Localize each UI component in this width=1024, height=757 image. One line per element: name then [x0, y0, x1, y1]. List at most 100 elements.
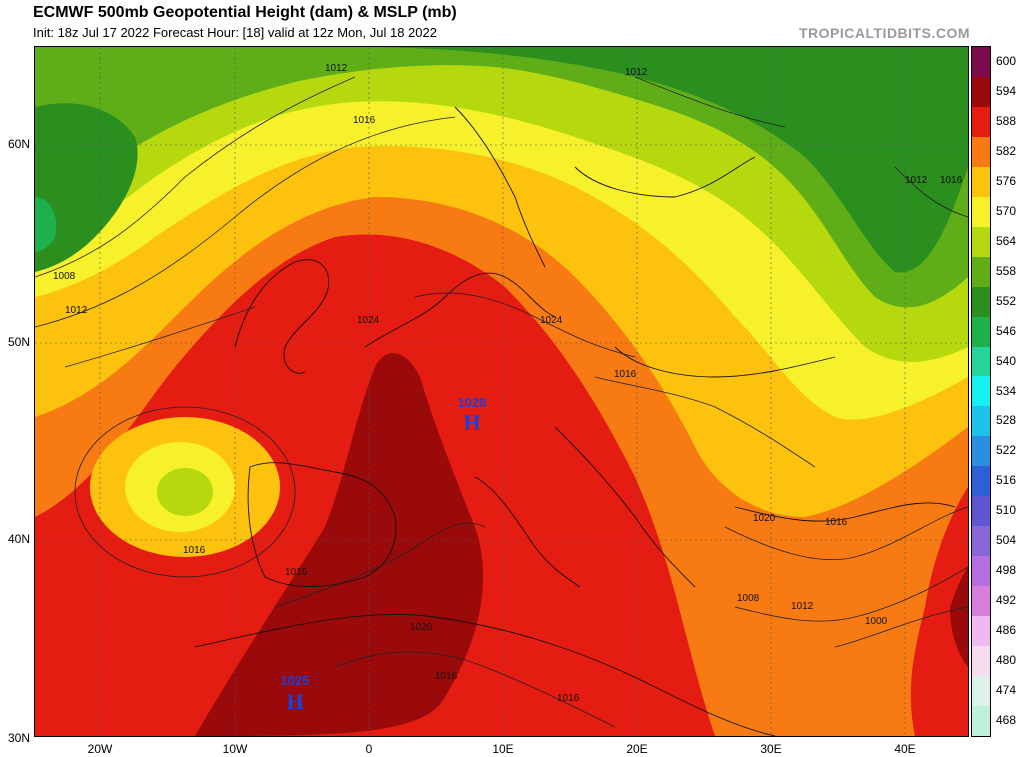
colorbar-segment	[972, 226, 990, 257]
lat-label-40n: 40N	[7, 532, 30, 546]
isobar-label: 1008	[737, 593, 760, 604]
colorbar-label: 474	[996, 683, 1017, 698]
colorbar-segment	[972, 106, 990, 137]
forecast-info: Init: 18z Jul 17 2022 Forecast Hour: [18…	[33, 25, 437, 40]
colorbar-segment	[972, 646, 990, 677]
isobar-label: 1012	[791, 601, 814, 612]
lon-label-20e: 20E	[626, 742, 648, 756]
band-552	[35, 47, 968, 273]
colorbar-label: 570	[996, 203, 1017, 218]
lon-label-20w: 20W	[87, 742, 113, 756]
colorbar-segment	[972, 256, 990, 287]
colorbar-segment	[972, 556, 990, 587]
isobar-labels: 1012 1016 1008 1012 1012 1016 1016 1020 …	[53, 63, 963, 704]
band-552-west	[35, 103, 138, 272]
colorbar-label: 522	[996, 443, 1017, 458]
isobar-label: 1020	[410, 622, 433, 633]
isobar-label: 1016	[285, 567, 308, 578]
isobar-label: 1016	[435, 671, 458, 682]
high-center-alps: 1028 H	[458, 395, 487, 435]
height-colorbar	[971, 46, 991, 737]
isobar-label: 1008	[53, 271, 76, 282]
colorbar-segment	[972, 616, 990, 647]
colorbar-label: 498	[996, 563, 1017, 578]
band-588-east	[910, 487, 968, 736]
isobar-label: 1016	[557, 693, 580, 704]
colorbar-label: 564	[996, 233, 1017, 248]
chart-title: ECMWF 500mb Geopotential Height (dam) & …	[33, 4, 457, 21]
colorbar-label: 546	[996, 323, 1017, 338]
colorbar-label: 582	[996, 143, 1017, 158]
colorbar-segment	[972, 436, 990, 467]
band-594-east	[950, 567, 968, 667]
high-pressure-symbol: H	[463, 410, 480, 435]
colorbar-segment	[972, 136, 990, 167]
lon-label-30e: 30E	[760, 742, 782, 756]
lon-label-10w: 10W	[222, 742, 248, 756]
colorbar-segment	[972, 406, 990, 437]
forecast-map: 1025 H 1028 H 1012 1016 1008 1012 1012 1…	[34, 46, 969, 737]
colorbar-segment	[972, 586, 990, 617]
lat-label-60n: 60N	[7, 137, 30, 151]
isobar-label: 1016	[183, 545, 206, 556]
band-594	[195, 353, 484, 736]
colorbar-label: 594	[996, 83, 1017, 98]
isobar-label: 1016	[353, 115, 376, 126]
height-field-svg: 1025 H 1028 H 1012 1016 1008 1012 1012 1…	[35, 47, 968, 736]
isobar-label: 1024	[357, 315, 380, 326]
colorbar-segment	[972, 196, 990, 227]
colorbar-label: 600	[996, 53, 1017, 68]
isobar-label: 1016	[825, 517, 848, 528]
high-center-iberia: 1025 H	[281, 673, 310, 714]
graticule	[35, 47, 968, 736]
lon-label-40e: 40E	[894, 742, 916, 756]
colorbar-label: 528	[996, 413, 1017, 428]
isobar-label: 1016	[614, 369, 637, 380]
band-546-west	[35, 197, 57, 252]
colorbar-label: 558	[996, 263, 1017, 278]
colorbar-segment	[972, 346, 990, 377]
isobar-label: 1000	[865, 616, 888, 627]
colorbar-segment	[972, 166, 990, 197]
colorbar-segment	[972, 676, 990, 706]
colorbar-segment	[972, 47, 990, 77]
coastlines	[194, 106, 956, 736]
high-pressure-value: 1025	[281, 673, 310, 688]
colorbar-label: 576	[996, 173, 1017, 188]
colorbar-label: 588	[996, 113, 1017, 128]
colorbar-label: 510	[996, 503, 1017, 518]
isobar-label: 1016	[940, 175, 963, 186]
lat-label-30n: 30N	[7, 731, 30, 745]
colorbar-segment	[972, 376, 990, 407]
colorbar-segment	[972, 466, 990, 497]
colorbar-segment	[972, 316, 990, 347]
isobar-label: 1024	[540, 315, 563, 326]
colorbar-label: 534	[996, 383, 1017, 398]
isobar-label: 1012	[325, 63, 348, 74]
high-pressure-value: 1028	[458, 395, 487, 410]
colorbar-segment	[972, 526, 990, 557]
colorbar-label: 492	[996, 593, 1017, 608]
colorbar-label: 516	[996, 473, 1017, 488]
lon-label-10e: 10E	[492, 742, 514, 756]
colorbar-label: 552	[996, 293, 1017, 308]
colorbar-label: 486	[996, 623, 1017, 638]
lon-label-0: 0	[365, 742, 373, 756]
colorbar-label: 504	[996, 533, 1017, 548]
colorbar-segment	[972, 705, 990, 736]
cutoff-564	[157, 468, 213, 516]
colorbar-label: 540	[996, 353, 1017, 368]
colorbar-segment	[972, 496, 990, 527]
colorbar-label: 468	[996, 713, 1017, 728]
brand-watermark: TROPICALTIDBITS.COM	[798, 25, 970, 41]
colorbar-segment	[972, 76, 990, 107]
lat-label-50n: 50N	[7, 335, 30, 349]
colorbar-label: 480	[996, 653, 1017, 668]
high-pressure-symbol: H	[286, 689, 303, 714]
isobar-label: 1012	[625, 67, 648, 78]
isobar-label: 1012	[905, 175, 928, 186]
colorbar-segment	[972, 286, 990, 317]
isobar-label: 1020	[753, 513, 776, 524]
isobars	[35, 76, 968, 728]
isobar-label: 1012	[65, 305, 88, 316]
